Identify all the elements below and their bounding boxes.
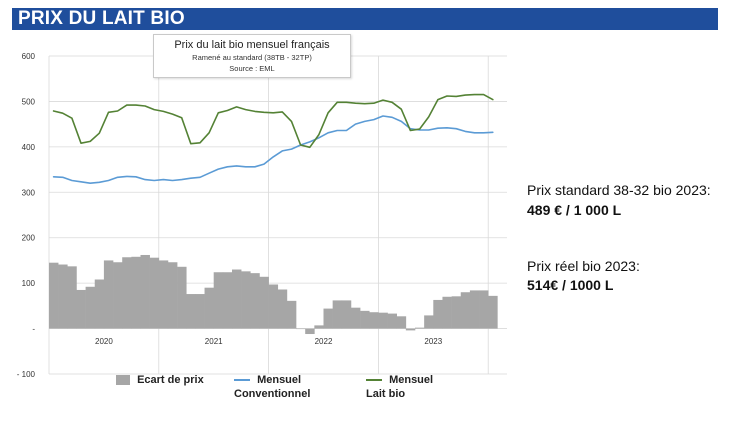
bar-ecart [131,256,141,329]
bar-ecart [332,300,343,329]
bar-ecart [103,260,114,329]
bar-ecart [94,279,105,329]
bar-ecart [424,315,434,329]
y-tick-label: - [32,325,35,334]
bar-ecart [167,262,178,329]
bar-ecart [149,257,160,329]
bar-ecart [405,328,416,331]
bar-ecart [286,300,297,329]
x-tick-label: 2022 [315,337,333,346]
legend-label-bio-2: Lait bio [366,388,406,400]
bar-ecart [387,313,397,329]
bar-ecart [85,286,96,329]
bar-ecart [195,294,205,329]
page-title: PRIX DU LAIT BIO [18,8,185,29]
legend-label-conv-2: Conventionnel [234,388,311,400]
bar-ecart [469,290,480,329]
bar-ecart [305,328,315,335]
bar-ecart [122,257,132,329]
bar-ecart [350,307,361,329]
x-tick-label: 2021 [205,337,223,346]
bar-ecart [378,312,388,329]
x-tick-label: 2020 [95,337,113,346]
bar-ecart [259,276,269,329]
y-tick-label: - 100 [17,370,36,379]
bar-ecart [277,289,288,329]
bar-ecart [213,272,224,329]
bar-ecart [479,290,489,329]
legend-swatch-conventionnel [234,379,250,382]
y-tick-label: 500 [22,97,36,106]
bar-ecart [177,266,187,329]
bar-ecart [460,292,471,329]
standard-price-value: 489 € / 1 000 L [527,202,622,218]
legend-item-ecart: Ecart de prix [116,374,204,386]
bar-ecart [67,266,77,329]
y-tick-label: 300 [22,188,36,197]
bar-ecart [250,273,260,329]
real-price-value: 514€ / 1000 L [527,277,614,293]
legend-item-conventionnel: Mensuel Conventionnel [234,374,310,400]
y-tick-label: 200 [22,234,36,243]
chart-source: Source : EML [229,64,275,73]
bar-ecart [76,289,86,329]
legend-label-conv-1: Mensuel [257,374,302,386]
bar-ecart [433,299,443,329]
chart-title-box: Prix du lait bio mensuel français Ramené… [153,34,351,78]
standard-price-label: Prix standard 38-32 bio 2023: [527,182,711,198]
bar-ecart [341,300,352,329]
bar-ecart [360,310,370,329]
legend-item-bio: Mensuel Lait bio [366,374,433,400]
bar-ecart [241,271,251,329]
legend-label-ecart: Ecart de prix [137,374,204,386]
bar-ecart [268,284,279,329]
line-bio [52,93,494,149]
legend-swatch-bio [366,379,382,382]
y-tick-label: 400 [22,143,36,152]
y-tick-label: 100 [22,279,36,288]
y-tick-label: 600 [22,52,36,61]
bar-ecart [369,312,379,329]
bar-ecart [222,272,233,329]
bar-ecart [49,262,59,329]
price-chart: 600 500 400 300 200 100 - - 100 2020 2021 2022 2023… [17,52,507,379]
bar-ecart [186,294,196,329]
legend-swatch-bars [116,375,130,386]
real-price-label: Prix réel bio 2023: [527,258,640,274]
bar-ecart [488,295,498,329]
chart-title: Prix du lait bio mensuel français [174,39,330,51]
bar-ecart [232,269,242,329]
line-conventionnel [52,115,494,184]
chart-subtitle: Ramené au standard (38TB - 32TP) [192,53,312,62]
bar-ecart [204,287,214,329]
bar-ecart [451,296,462,329]
legend-label-bio-1: Mensuel [389,374,434,386]
bar-ecart [58,264,68,329]
header-banner: PRIX DU LAIT BIO [12,8,718,30]
bar-ecart [415,327,425,329]
bar-ecart [113,262,123,329]
bar-ecart [323,308,333,329]
x-tick-label: 2023 [424,337,442,346]
bar-ecart [396,316,407,329]
bar-ecart [158,260,169,329]
bar-ecart [442,296,452,329]
bar-ecart [296,328,306,330]
chart-area: 600 500 400 300 200 100 - - 100 2020 2021 2022 2023… [10,45,517,415]
bar-ecart [314,325,324,329]
bar-ecart [140,254,150,329]
